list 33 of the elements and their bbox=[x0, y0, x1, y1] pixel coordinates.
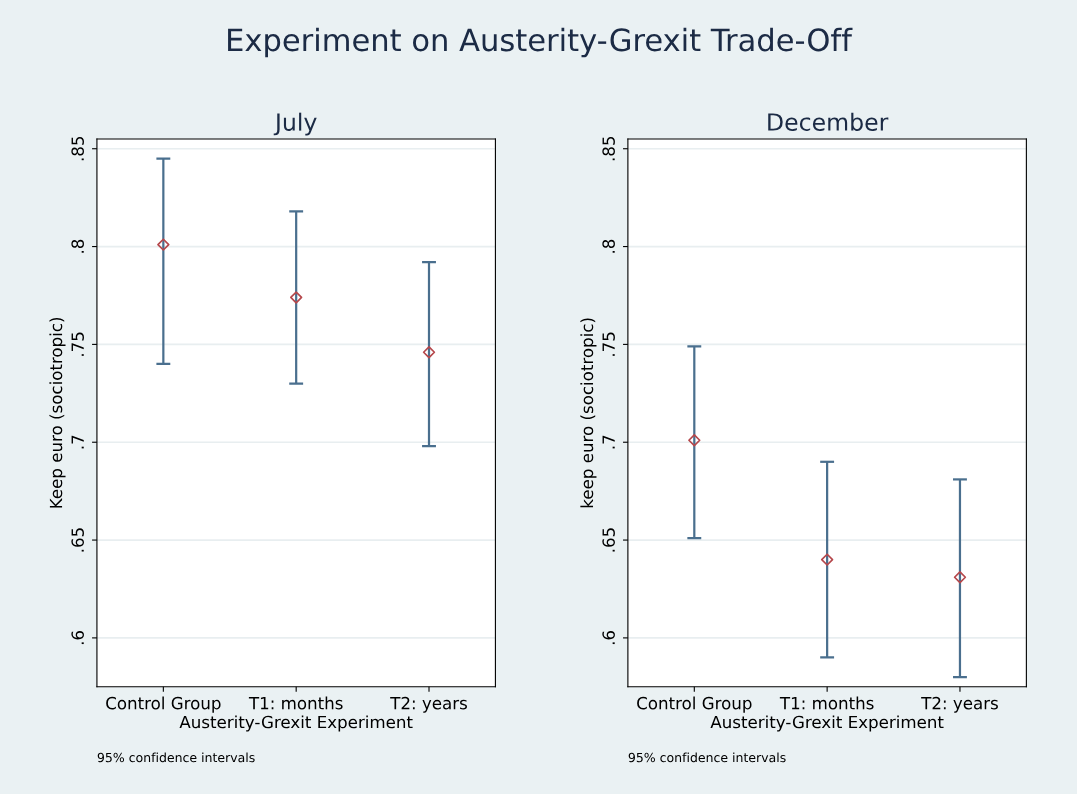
x-tick-label: T1: months bbox=[248, 696, 343, 710]
chart-subtitle: December bbox=[768, 112, 889, 131]
x-tick-label: T1: months bbox=[779, 696, 874, 710]
text: 95% confidence intervals bbox=[628, 752, 786, 763]
point bbox=[820, 553, 834, 566]
y-tick-label: .65 bbox=[71, 528, 84, 552]
x-tick-label: Control Group bbox=[106, 696, 221, 713]
y-tick-label: .6 bbox=[602, 630, 615, 645]
point bbox=[289, 291, 303, 304]
y-tick-label: .85 bbox=[602, 136, 615, 161]
y-tick-label: .8 bbox=[71, 239, 84, 253]
y-tick-label: .75 bbox=[602, 332, 615, 356]
y-tick-label: .7 bbox=[71, 435, 84, 449]
point bbox=[157, 238, 170, 251]
y-tick-label: .6 bbox=[71, 630, 84, 645]
y-axis-title: Keep euro (sociotropic) bbox=[49, 317, 66, 508]
x-tick-label: T2: years bbox=[921, 696, 998, 713]
chart-subtitle: July bbox=[273, 112, 317, 136]
x-axis-title: Austerity-Grexit Experiment bbox=[179, 715, 413, 732]
point bbox=[422, 346, 436, 359]
chart-title: Experiment on Austerity-Grexit Trade-Off bbox=[228, 27, 853, 58]
y-tick-label: .75 bbox=[71, 332, 84, 356]
y-tick-label: .85 bbox=[71, 136, 84, 161]
y-tick-label: .8 bbox=[602, 239, 615, 253]
point bbox=[953, 571, 967, 584]
y-axis-title: keep euro (sociotropic) bbox=[580, 318, 597, 508]
y-tick-label: .7 bbox=[602, 435, 615, 449]
x-tick-label: T2: years bbox=[390, 696, 467, 713]
x-axis-title: Austerity-Grexit Experiment bbox=[710, 715, 944, 732]
y-tick-label: .65 bbox=[602, 528, 615, 552]
x-tick-label: Control Group bbox=[637, 696, 752, 713]
point bbox=[688, 434, 701, 447]
text: 95% confidence intervals bbox=[97, 752, 255, 763]
